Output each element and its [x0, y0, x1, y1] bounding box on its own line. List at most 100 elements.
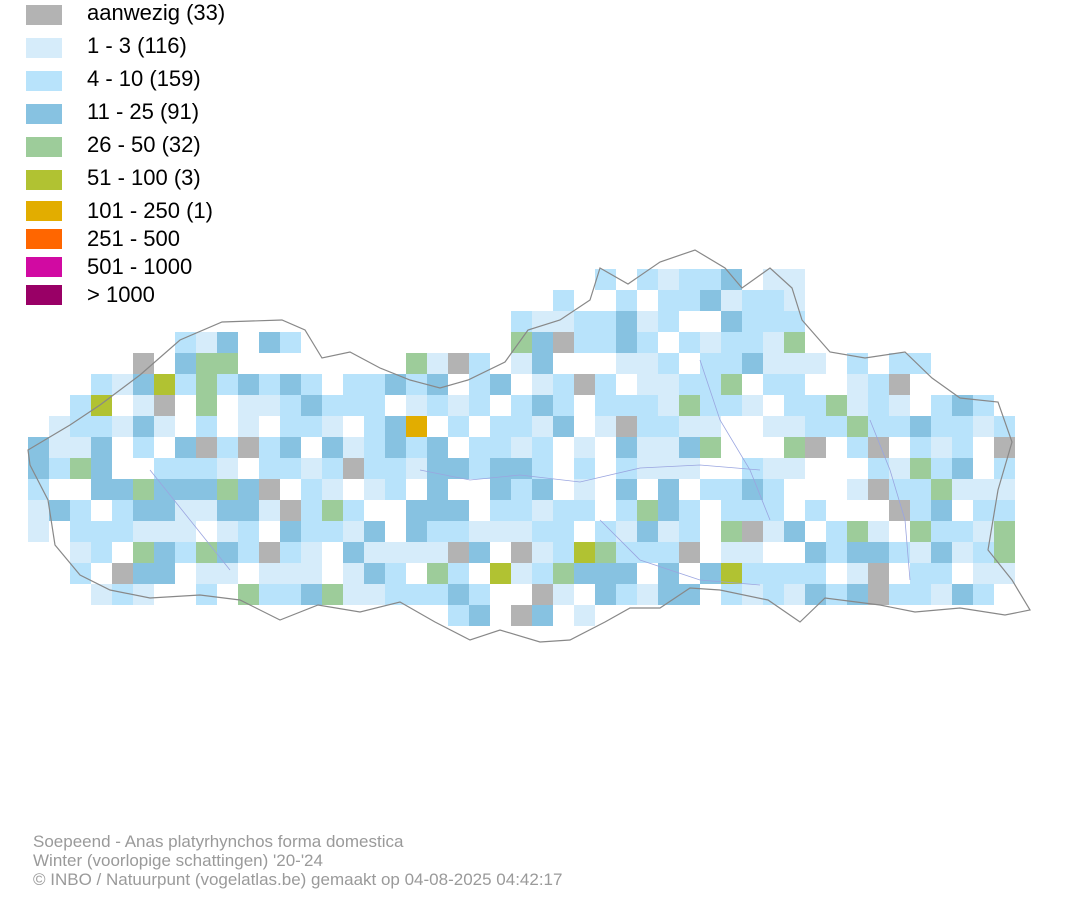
map-cell	[574, 479, 595, 500]
map-cell	[511, 605, 532, 626]
map-cell	[301, 542, 322, 563]
map-cell	[70, 458, 91, 479]
map-cell	[784, 521, 805, 542]
map-cell	[175, 437, 196, 458]
map-cell	[868, 521, 889, 542]
map-cell	[448, 584, 469, 605]
map-cell	[343, 437, 364, 458]
map-cell	[637, 416, 658, 437]
map-cell	[532, 542, 553, 563]
map-cell	[679, 374, 700, 395]
map-cell	[805, 542, 826, 563]
map-cell	[385, 542, 406, 563]
map-cell	[721, 374, 742, 395]
map-cell	[826, 584, 847, 605]
map-cell	[658, 269, 679, 290]
legend-label: 11 - 25 (91)	[87, 99, 200, 124]
map-cell	[763, 353, 784, 374]
map-cell	[112, 584, 133, 605]
map-cell	[280, 374, 301, 395]
map-cell	[637, 269, 658, 290]
legend-label: 1 - 3 (116)	[87, 33, 187, 58]
map-cell	[175, 542, 196, 563]
map-cell	[952, 416, 973, 437]
map-cell	[154, 542, 175, 563]
map-cell	[259, 458, 280, 479]
map-cell	[259, 374, 280, 395]
map-cell	[868, 437, 889, 458]
map-cell	[742, 332, 763, 353]
map-cell	[343, 563, 364, 584]
map-cell	[616, 521, 637, 542]
map-cell	[742, 500, 763, 521]
map-cell	[259, 542, 280, 563]
map-cell	[112, 416, 133, 437]
map-cell	[553, 584, 574, 605]
map-cell	[553, 500, 574, 521]
map-cell	[700, 563, 721, 584]
map-cell	[406, 542, 427, 563]
map-cell	[427, 500, 448, 521]
map-cell	[469, 437, 490, 458]
map-cell	[910, 521, 931, 542]
map-cell	[532, 311, 553, 332]
map-cell	[112, 500, 133, 521]
map-cell	[574, 500, 595, 521]
map-cell	[385, 374, 406, 395]
map-cell	[238, 521, 259, 542]
map-cell	[910, 353, 931, 374]
map-cell	[700, 353, 721, 374]
map-cell	[154, 521, 175, 542]
map-cell	[805, 353, 826, 374]
map-cell	[532, 563, 553, 584]
map-cell	[343, 374, 364, 395]
map-cell	[364, 395, 385, 416]
map-cell	[175, 332, 196, 353]
map-cell	[784, 395, 805, 416]
legend-swatch	[26, 229, 62, 249]
map-cell	[973, 479, 994, 500]
map-cell	[448, 395, 469, 416]
map-cell	[427, 542, 448, 563]
map-cell	[112, 479, 133, 500]
map-cell	[259, 332, 280, 353]
map-cell	[406, 374, 427, 395]
map-cell	[931, 584, 952, 605]
map-cell	[931, 437, 952, 458]
map-cell	[406, 500, 427, 521]
map-cell	[658, 458, 679, 479]
map-cell	[70, 500, 91, 521]
map-cell	[637, 395, 658, 416]
map-cell	[847, 395, 868, 416]
map-cell	[721, 269, 742, 290]
map-cell	[280, 395, 301, 416]
map-cell	[616, 416, 637, 437]
map-cell	[721, 332, 742, 353]
legend-swatch	[26, 285, 62, 305]
map-cell	[742, 542, 763, 563]
map-cell	[574, 311, 595, 332]
map-cell	[910, 458, 931, 479]
map-cell	[910, 437, 931, 458]
map-cell	[364, 416, 385, 437]
map-cell	[658, 479, 679, 500]
map-cell	[910, 563, 931, 584]
map-cell	[364, 542, 385, 563]
map-cell	[805, 437, 826, 458]
map-cell	[952, 458, 973, 479]
map-cell	[721, 290, 742, 311]
map-cell	[196, 395, 217, 416]
map-cell	[238, 374, 259, 395]
map-cell	[574, 542, 595, 563]
map-cell	[721, 521, 742, 542]
map-cell	[553, 332, 574, 353]
map-cell	[700, 269, 721, 290]
map-cell	[406, 584, 427, 605]
map-cell	[742, 395, 763, 416]
map-cell	[70, 395, 91, 416]
map-cell	[511, 416, 532, 437]
map-cell	[595, 521, 616, 542]
map-cell	[763, 458, 784, 479]
map-cell	[280, 437, 301, 458]
map-cell	[511, 521, 532, 542]
